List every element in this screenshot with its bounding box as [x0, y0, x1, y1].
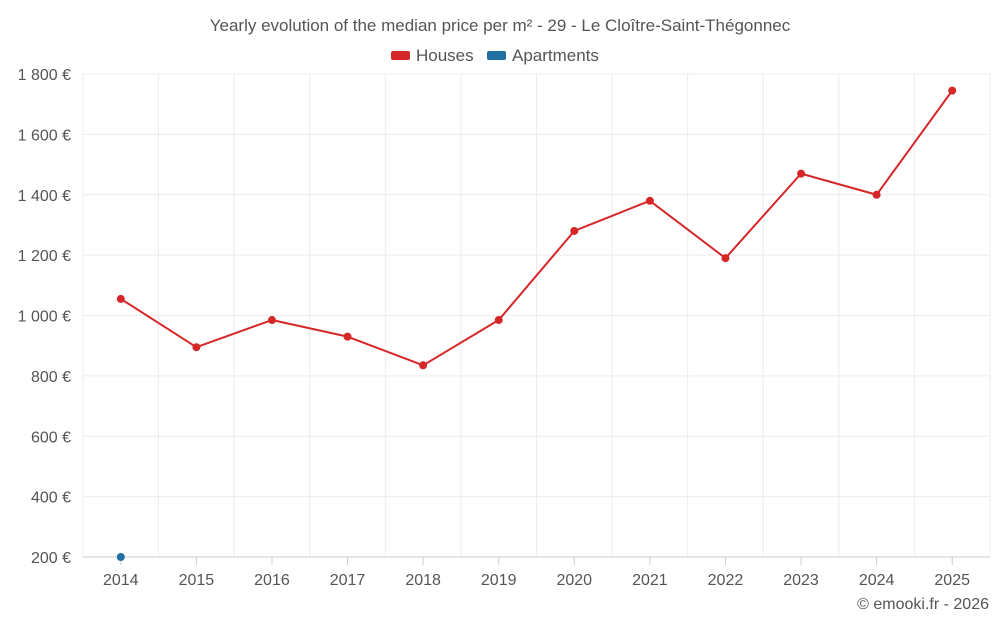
legend-item-apartments[interactable]: Apartments	[487, 46, 599, 65]
legend-swatch-apartments	[487, 51, 506, 60]
x-tick-label: 2014	[103, 572, 139, 589]
data-point-houses[interactable]	[721, 254, 730, 263]
legend: Houses Apartments	[391, 46, 599, 65]
axes	[83, 556, 990, 565]
data-point-houses[interactable]	[570, 226, 579, 235]
x-tick-label: 2020	[556, 572, 592, 589]
data-point-houses[interactable]	[645, 196, 654, 205]
x-tick-label: 2025	[934, 572, 970, 589]
x-tick-labels: 2014 2015 2016 2017 2018 2019 2020 2021 2022 2023…	[103, 572, 970, 589]
x-tick-label: 2016	[254, 572, 290, 589]
data-point-houses[interactable]	[872, 190, 881, 199]
chart-title: Yearly evolution of the median price per…	[210, 16, 791, 35]
legend-swatch-houses	[391, 51, 410, 60]
legend-item-houses[interactable]: Houses	[391, 46, 474, 65]
data-point-apartments[interactable]	[116, 553, 125, 561]
data-point-houses[interactable]	[419, 361, 428, 370]
x-tick-label: 2015	[179, 572, 215, 589]
data-point-houses[interactable]	[948, 86, 957, 95]
series-line-houses	[120, 90, 954, 367]
x-tick-label: 2022	[708, 572, 744, 589]
legend-label-apartments: Apartments	[512, 46, 599, 65]
y-tick-label: 200 €	[31, 550, 71, 567]
data-point-houses[interactable]	[797, 169, 806, 178]
data-point-houses[interactable]	[494, 316, 503, 325]
data-point-houses[interactable]	[343, 332, 352, 341]
y-tick-labels: 200 € 400 € 600 € 800 € 1 000 € 1 200 € 1 400 …	[18, 67, 71, 567]
y-tick-label: 1 800 €	[18, 67, 71, 84]
x-tick-label: 2019	[481, 572, 517, 589]
grid	[82, 73, 991, 557]
x-tick-label: 2017	[330, 572, 366, 589]
y-tick-label: 400 €	[31, 490, 71, 507]
y-tick-label: 800 €	[31, 369, 71, 386]
y-tick-label: 1 400 €	[18, 188, 71, 205]
y-tick-label: 1 000 €	[18, 309, 71, 326]
data-point-houses[interactable]	[192, 343, 201, 352]
x-tick-label: 2024	[859, 572, 895, 589]
data-point-houses[interactable]	[116, 294, 125, 303]
y-tick-label: 600 €	[31, 429, 71, 446]
credit: © emooki.fr - 2026	[857, 596, 989, 613]
x-tick-label: 2023	[783, 572, 819, 589]
legend-label-houses: Houses	[416, 46, 474, 65]
y-tick-label: 1 600 €	[18, 127, 71, 144]
series	[116, 86, 957, 561]
y-tick-label: 1 200 €	[18, 248, 71, 265]
data-point-houses[interactable]	[267, 316, 276, 325]
x-tick-label: 2018	[405, 572, 441, 589]
x-tick-label: 2021	[632, 572, 668, 589]
